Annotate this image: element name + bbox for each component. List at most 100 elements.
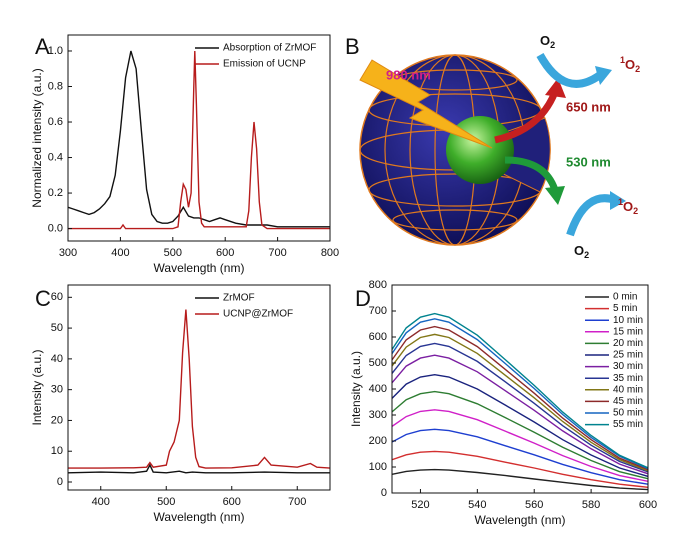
- y-tick-label: 30: [51, 384, 63, 396]
- axes-frame: [67, 284, 331, 491]
- chart-panel: A 300 400 500 600 700 800 0.0 0.2 0.4 0.6 0.8 1.0 Wav…: [30, 34, 339, 275]
- legend-label: UCNP@ZrMOF: [223, 309, 293, 320]
- y-tick-label: 0.6: [48, 116, 63, 128]
- blue-arrow: [566, 194, 617, 237]
- axes-frame: [67, 34, 331, 242]
- blue-arrow-head: [610, 191, 626, 210]
- legend-label: 40 min: [613, 384, 643, 395]
- x-tick-label: 300: [59, 247, 77, 259]
- label: 1O2: [618, 197, 638, 216]
- label: 650 nm: [566, 99, 611, 114]
- x-tick-label: 800: [321, 247, 339, 259]
- series-line: [68, 463, 330, 474]
- legend-label: 30 min: [613, 361, 643, 372]
- y-axis-label: Intensity (a.u.): [30, 349, 44, 425]
- legend-label: 5 min: [613, 303, 637, 314]
- plot-area: [68, 50, 330, 230]
- x-axis-label: Wavelength (nm): [475, 513, 566, 527]
- series-line: [392, 450, 648, 488]
- y-tick-label: 10: [51, 445, 63, 457]
- y-tick-label: 60: [51, 291, 63, 303]
- series-line: [392, 333, 648, 472]
- series-line: [392, 325, 648, 471]
- plot-area: [68, 309, 330, 474]
- panel-label: D: [355, 286, 371, 311]
- red-arrow-head: [545, 78, 566, 98]
- x-tick-label: 500: [157, 496, 175, 508]
- x-axis-label: Wavelength (nm): [154, 510, 245, 524]
- x-tick-label: 600: [639, 499, 657, 511]
- label: O2: [540, 33, 555, 50]
- label: 1O2: [620, 55, 640, 74]
- legend-label: 15 min: [613, 326, 643, 337]
- x-tick-label: 700: [268, 247, 286, 259]
- red-arrow: [494, 90, 559, 144]
- x-tick-label: 500: [164, 247, 182, 259]
- legend-label: 10 min: [613, 315, 643, 326]
- y-tick-label: 500: [369, 357, 387, 369]
- green-arrow-head: [545, 186, 565, 205]
- series-line: [392, 468, 648, 491]
- label: 530 nm: [566, 154, 611, 169]
- y-tick-label: 200: [369, 435, 387, 447]
- laser-bolt: [359, 59, 493, 149]
- series-line: [68, 309, 330, 469]
- series-line: [392, 318, 648, 470]
- series-line: [392, 354, 648, 475]
- legend-label: 25 min: [613, 350, 643, 361]
- y-tick-label: 0: [57, 476, 63, 488]
- label: 980 nm: [386, 67, 431, 82]
- series-line: [392, 373, 648, 478]
- green-arrow: [504, 156, 559, 192]
- legend-label: Absorption of ZrMOF: [223, 43, 316, 54]
- legend-label: 0 min: [613, 292, 637, 303]
- x-axis-label: Wavelength (nm): [154, 261, 245, 275]
- blue-arrow-head: [595, 66, 612, 85]
- panel-label: A: [35, 34, 50, 59]
- series-line: [68, 50, 330, 228]
- y-tick-label: 0: [381, 487, 387, 499]
- y-tick-label: 20: [51, 414, 63, 426]
- y-axis-label: Intensity (a.u.): [349, 351, 363, 427]
- series-line: [68, 50, 330, 230]
- legend-label: 35 min: [613, 373, 643, 384]
- y-tick-label: 50: [51, 322, 63, 334]
- series-line: [392, 312, 648, 469]
- x-tick-label: 600: [216, 247, 234, 259]
- y-tick-label: 0.8: [48, 80, 63, 92]
- y-tick-label: 0.4: [48, 151, 63, 163]
- x-tick-label: 600: [223, 496, 241, 508]
- y-tick-label: 700: [369, 305, 387, 317]
- x-tick-label: 400: [92, 496, 110, 508]
- y-tick-label: 600: [369, 331, 387, 343]
- blue-arrow: [536, 52, 603, 88]
- x-tick-label: 520: [411, 499, 429, 511]
- panel-label: B: [345, 34, 360, 59]
- x-tick-label: 580: [582, 499, 600, 511]
- panel-label: C: [35, 286, 51, 311]
- y-tick-label: 800: [369, 279, 387, 291]
- x-tick-label: 400: [111, 247, 129, 259]
- chart-panel: D 520 540 560 580 600 0 100 200 300 400 500 600 700 80…: [349, 279, 657, 527]
- y-tick-label: 400: [369, 383, 387, 395]
- x-tick-label: 560: [525, 499, 543, 511]
- y-tick-label: 1.0: [48, 45, 63, 57]
- legend-label: 45 min: [613, 396, 643, 407]
- series-line: [392, 428, 648, 485]
- panel-b: B 980 nm 650 nm 530 nm O2 1O2 1O2 O2: [345, 33, 640, 260]
- series-line: [392, 409, 648, 482]
- legend-label: 50 min: [613, 408, 643, 419]
- y-tick-label: 0.0: [48, 222, 63, 234]
- legend-label: 55 min: [613, 419, 643, 430]
- label: O2: [574, 243, 589, 260]
- x-tick-label: 700: [288, 496, 306, 508]
- y-tick-label: 100: [369, 461, 387, 473]
- series-line: [392, 390, 648, 480]
- x-tick-label: 540: [468, 499, 486, 511]
- y-tick-label: 40: [51, 353, 63, 365]
- y-axis-label: Normalized intensity (a.u.): [30, 68, 44, 207]
- legend-label: ZrMOF: [223, 293, 255, 304]
- legend-label: 20 min: [613, 338, 643, 349]
- axes-frame: [391, 284, 649, 494]
